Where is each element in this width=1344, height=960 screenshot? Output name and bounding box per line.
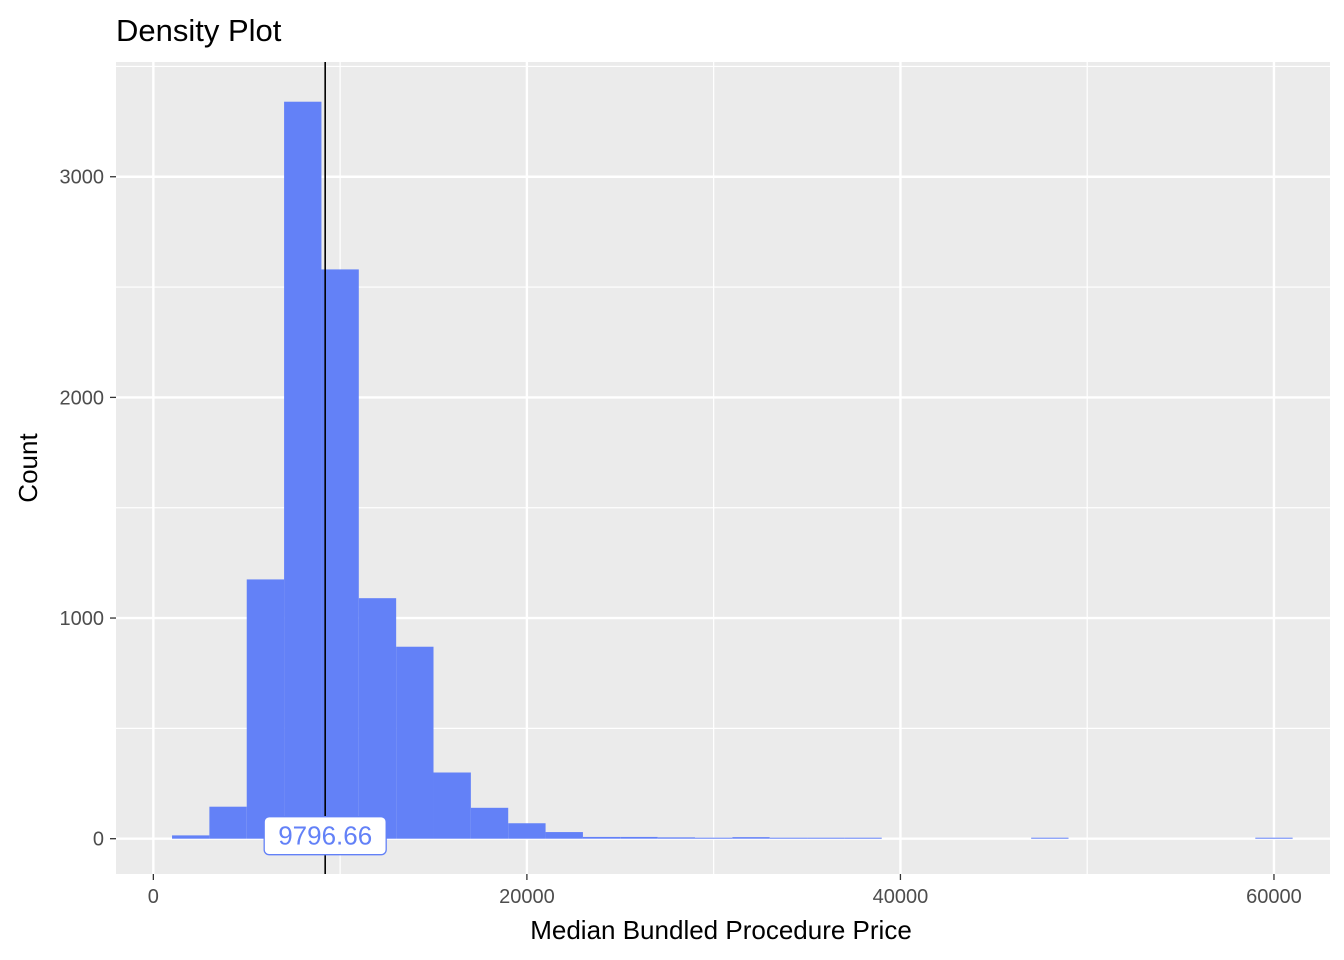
histogram-bar: [1031, 837, 1069, 839]
histogram-bar: [246, 579, 285, 839]
x-axis-title: Median Bundled Procedure Price: [530, 915, 912, 945]
histogram-bar: [1255, 837, 1293, 839]
x-axis-ticks: 0 20000 40000 60000: [148, 874, 1302, 908]
y-tick-label: 3000: [60, 167, 105, 189]
y-axis-title: Count: [13, 433, 43, 503]
histogram-bar: [172, 835, 210, 839]
x-tick-label: 40000: [873, 886, 929, 908]
x-tick-label: 0: [148, 886, 159, 908]
x-tick-label: 60000: [1246, 886, 1302, 908]
histogram-bar: [545, 832, 583, 839]
median-label: 9796.66: [278, 821, 372, 851]
histogram-bar: [508, 823, 546, 839]
histogram-bar: [433, 772, 471, 839]
histogram-bar: [769, 837, 808, 839]
histogram-bar: [284, 101, 322, 839]
chart-title: Density Plot: [116, 13, 282, 48]
y-axis-ticks: 0 1000 2000 3000: [60, 167, 116, 851]
x-tick-label: 20000: [499, 886, 555, 908]
y-tick-label: 2000: [60, 387, 105, 409]
histogram-bar: [470, 807, 509, 839]
histogram-bars: [172, 101, 1293, 839]
histogram-bar: [657, 837, 695, 839]
major-gridlines: [116, 62, 1330, 874]
histogram-bar: [807, 837, 845, 839]
histogram-bar: [358, 598, 397, 839]
histogram-bar: [620, 836, 658, 839]
y-tick-label: 1000: [60, 608, 105, 630]
histogram-bar: [209, 806, 247, 839]
histogram-bar: [732, 837, 770, 839]
histogram-bar: [321, 269, 359, 839]
median-marker: 9796.66: [263, 62, 387, 874]
median-label-box: [263, 816, 387, 856]
histogram-bar: [844, 837, 882, 839]
histogram-bar: [582, 836, 621, 839]
y-tick-label: 0: [93, 829, 104, 851]
histogram-bar: [396, 646, 434, 839]
histogram-bar: [694, 837, 733, 839]
